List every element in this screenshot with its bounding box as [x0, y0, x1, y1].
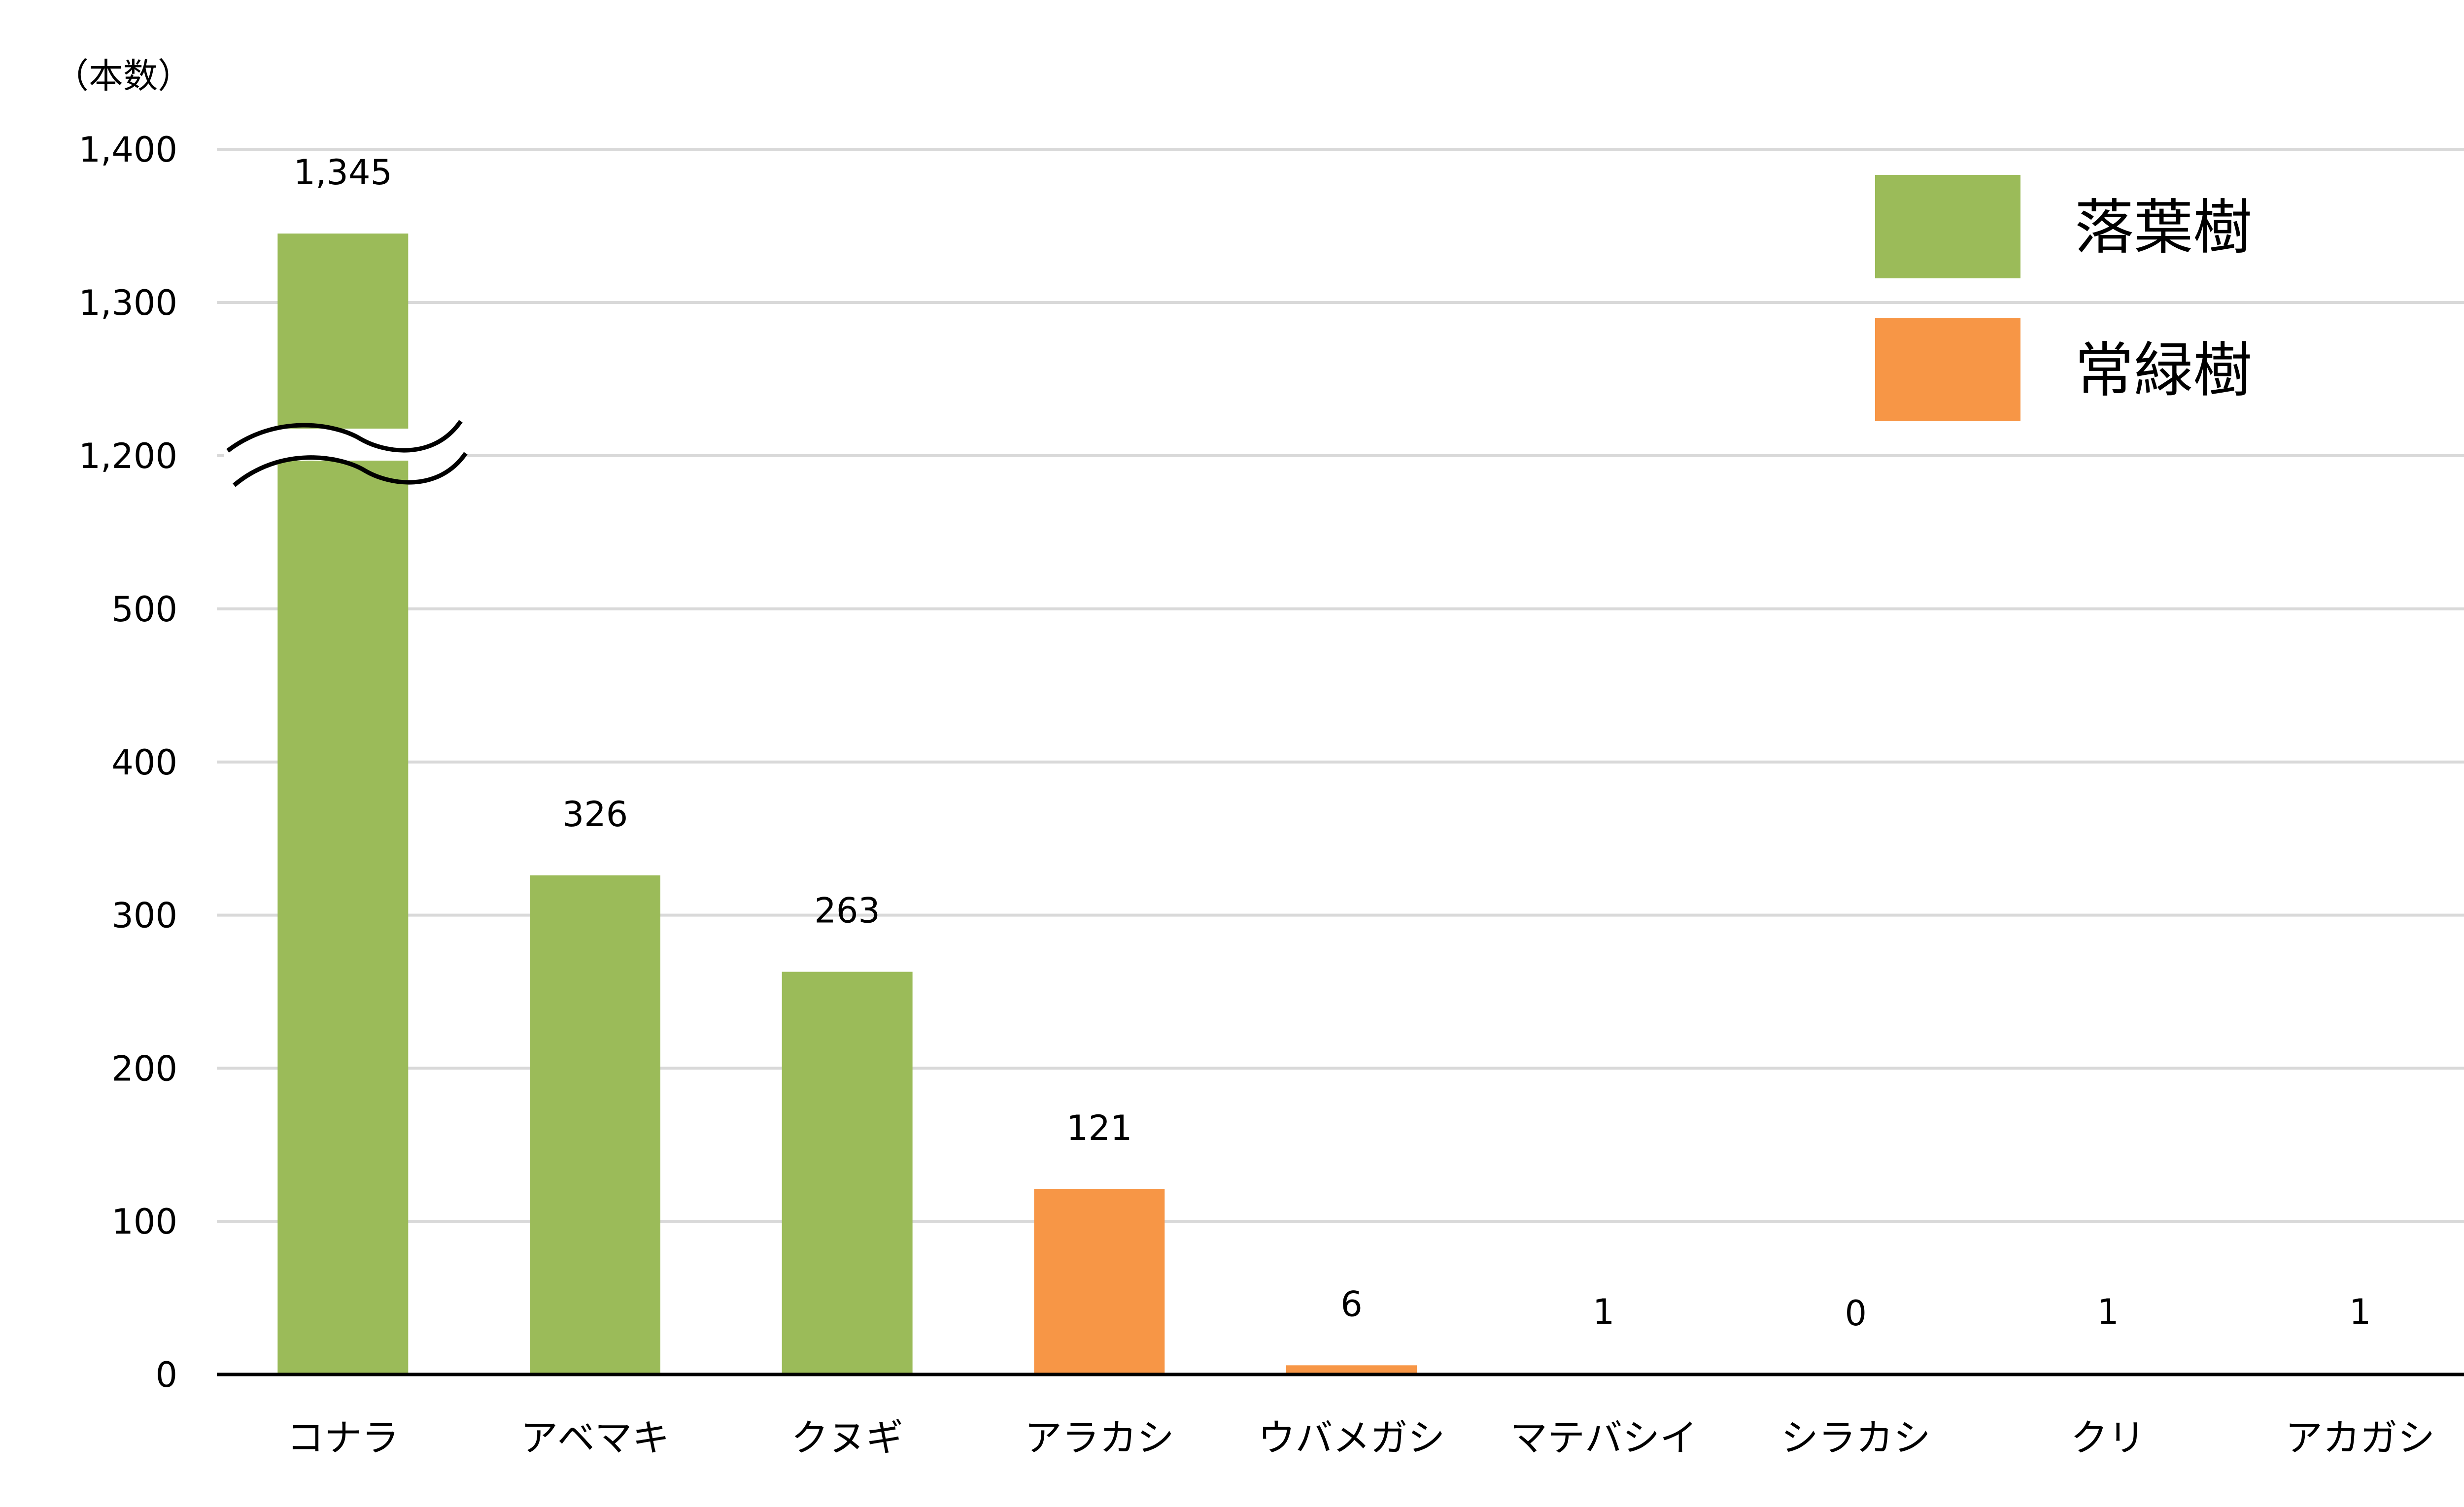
- y-axis-ticks: 0 100 200 300 400 500 1,200 1,300 1,400: [79, 130, 177, 1395]
- legend-label: 落葉樹: [2075, 194, 2252, 262]
- data-label: 0: [1845, 1293, 1867, 1334]
- axis-break-mark: [224, 420, 468, 487]
- bar: [1034, 1189, 1165, 1374]
- data-label: 1: [2349, 1292, 2371, 1332]
- y-tick-label: 400: [111, 742, 177, 783]
- x-category-label: アラカシ: [1025, 1416, 1174, 1460]
- break-wave-lower: [233, 452, 468, 487]
- data-labels: 1,345 326 263 121 6 1 0 1 1: [294, 152, 2371, 1334]
- break-wave-upper: [226, 420, 463, 453]
- x-category-label: シラカシ: [1781, 1416, 1931, 1460]
- bar: [782, 971, 913, 1374]
- bar: [277, 234, 409, 1374]
- bar: [1286, 1365, 1417, 1374]
- data-label: 263: [814, 891, 880, 931]
- y-tick-label: 1,200: [79, 436, 177, 476]
- x-category-label: ウバメガシ: [1258, 1416, 1445, 1460]
- x-category-label: クヌギ: [791, 1416, 903, 1460]
- data-label: 326: [562, 794, 628, 835]
- y-tick-label: 100: [111, 1202, 177, 1242]
- x-category-label: クリ: [2071, 1416, 2146, 1460]
- y-unit-label: （本数）: [54, 56, 192, 96]
- data-label: 1: [1593, 1292, 1615, 1332]
- legend-label: 常緑樹: [2075, 336, 2252, 405]
- y-tick-label: 1,400: [79, 130, 177, 170]
- bars: [277, 234, 2426, 1374]
- x-category-label: アベマキ: [520, 1416, 669, 1460]
- legend-swatch: [1875, 175, 2020, 278]
- data-label: 6: [1340, 1284, 1363, 1324]
- x-axis-categories: コナラ アベマキ クヌギ アラカシ ウバメガシ マテバシイ シラカシ クリ アカガシ: [287, 1416, 2435, 1460]
- data-label: 121: [1066, 1108, 1132, 1148]
- bar: [530, 875, 660, 1374]
- y-tick-label: 500: [111, 589, 177, 630]
- y-tick-label: 1,300: [79, 283, 177, 323]
- x-category-label: マテバシイ: [1510, 1416, 1697, 1460]
- x-category-label: アカガシ: [2285, 1416, 2435, 1460]
- y-tick-label: 200: [111, 1048, 177, 1089]
- data-label: 1: [2097, 1292, 2119, 1332]
- y-tick-label: 0: [155, 1355, 177, 1395]
- legend-swatch: [1875, 318, 2020, 421]
- x-category-label: コナラ: [287, 1416, 399, 1460]
- y-tick-label: 300: [111, 896, 177, 936]
- data-label: 1,345: [294, 152, 392, 193]
